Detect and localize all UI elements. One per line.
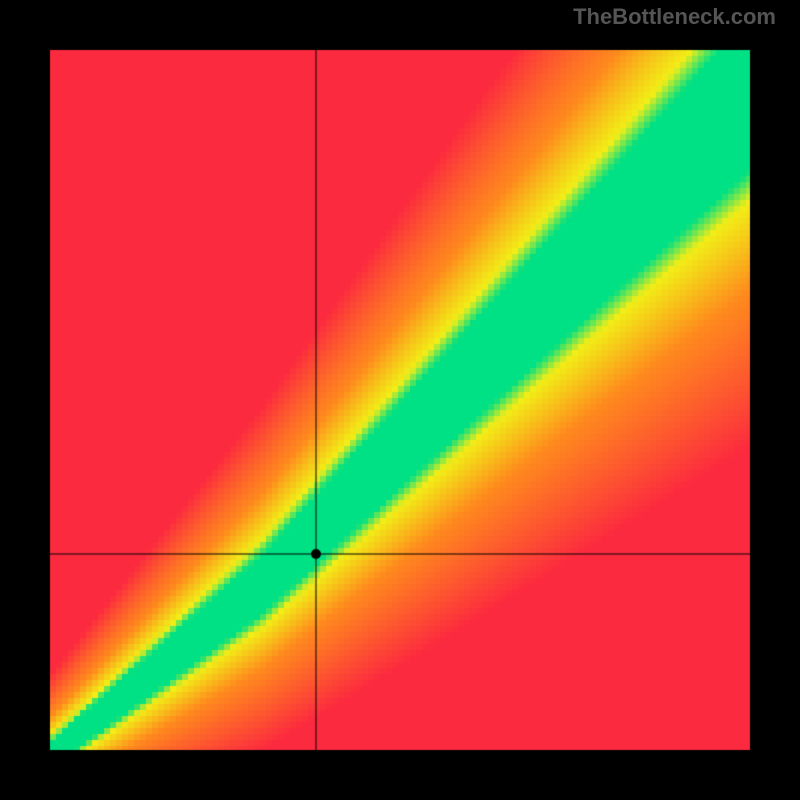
- chart-container: TheBottleneck.com: [0, 0, 800, 800]
- attribution-label: TheBottleneck.com: [573, 4, 776, 30]
- bottleneck-heatmap: [0, 0, 800, 800]
